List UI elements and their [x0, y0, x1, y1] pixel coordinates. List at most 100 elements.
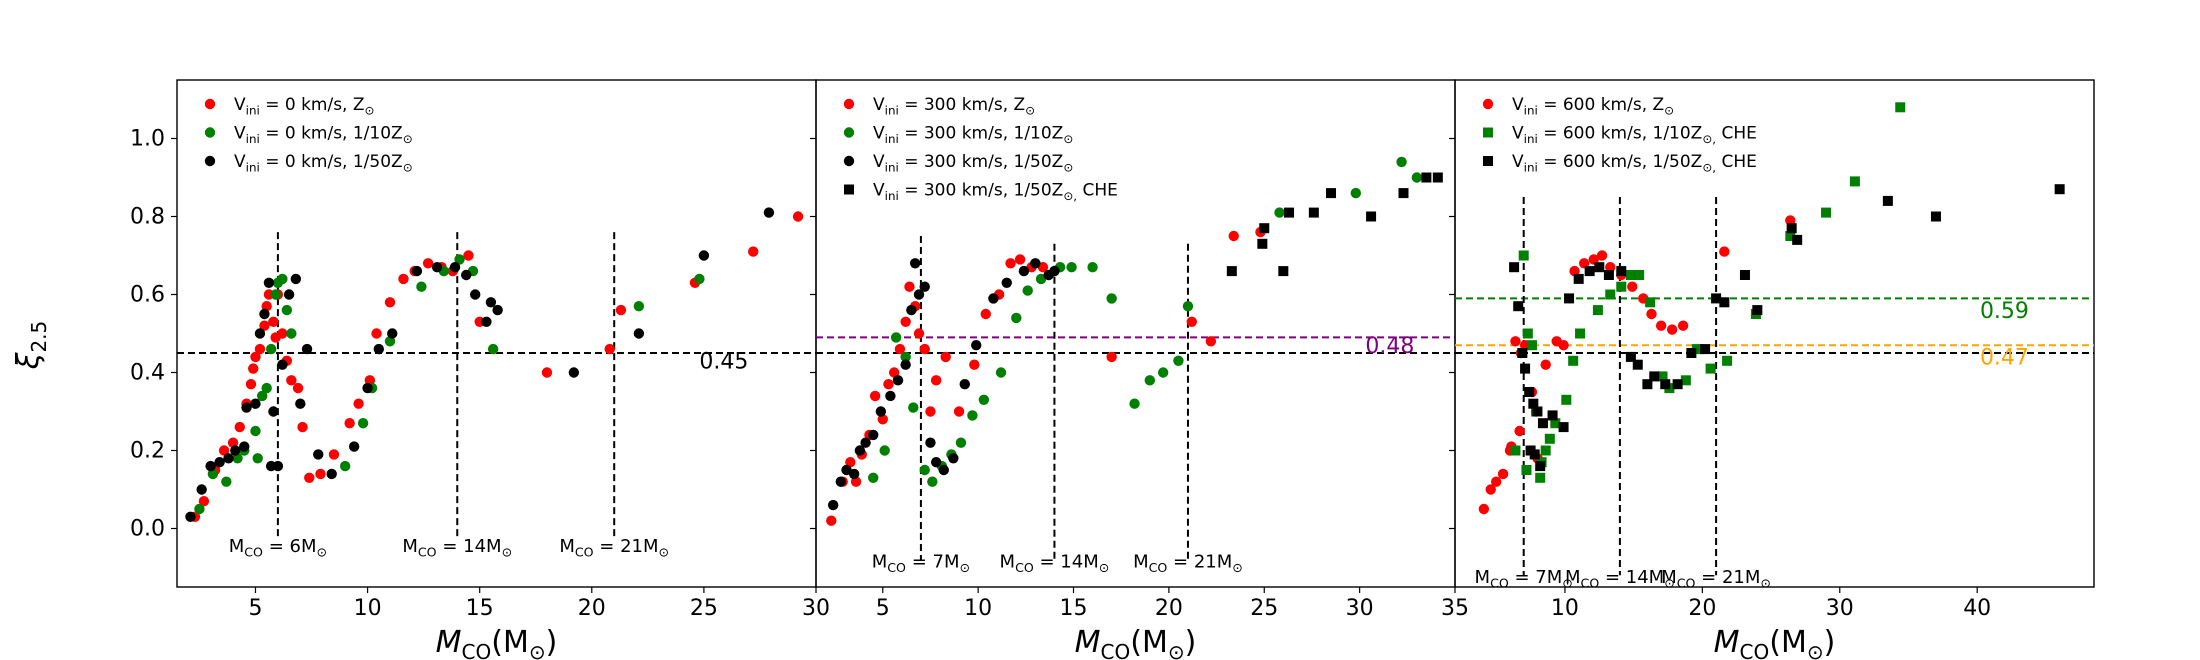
data-point	[398, 273, 409, 285]
data-point	[449, 262, 461, 273]
data-point	[889, 367, 900, 378]
series-2	[194, 254, 705, 515]
data-point	[1821, 207, 1832, 218]
data-point	[492, 304, 503, 316]
y-tick-label: 0.4	[130, 361, 165, 386]
data-point	[265, 343, 277, 355]
data-point	[234, 421, 245, 433]
data-point	[1660, 379, 1671, 390]
data-point	[252, 453, 263, 464]
data-point	[1666, 324, 1678, 335]
data-point	[1544, 433, 1555, 444]
legend-marker	[843, 127, 855, 138]
data-point	[223, 453, 234, 464]
data-point	[1632, 359, 1643, 370]
data-point	[230, 445, 241, 456]
data-point	[254, 328, 266, 339]
data-point	[384, 336, 396, 347]
mass-cut-label: MCO​ = 6M⊙​	[229, 536, 327, 560]
data-point	[835, 476, 846, 487]
legend-marker	[204, 155, 216, 167]
data-point	[481, 316, 492, 327]
data-point	[268, 406, 279, 417]
data-point	[879, 445, 890, 456]
data-point	[272, 460, 284, 472]
data-point	[909, 258, 921, 269]
data-point	[906, 304, 917, 316]
y-axis-label-symbol: ξ	[11, 352, 46, 370]
data-point	[1524, 387, 1535, 397]
data-point	[1274, 207, 1285, 218]
data-point	[1719, 246, 1730, 257]
data-point	[470, 289, 481, 300]
data-point	[1573, 273, 1584, 284]
data-point	[1144, 375, 1156, 386]
y-axis-label-subscript: 2.5	[27, 321, 51, 353]
data-point	[422, 258, 434, 269]
data-point	[292, 382, 304, 394]
data-point	[1478, 503, 1490, 515]
data-point	[1786, 223, 1797, 234]
data-point	[1228, 230, 1239, 242]
legend-marker	[843, 155, 855, 167]
data-point	[1278, 266, 1289, 277]
mass-cut-label: MCO​ = 7M⊙​	[1475, 567, 1573, 591]
data-point	[431, 262, 443, 273]
data-point	[1411, 172, 1423, 183]
data-point	[1049, 265, 1060, 277]
data-point	[1700, 344, 1711, 355]
data-point	[344, 418, 355, 429]
data-point	[461, 269, 472, 281]
data-point	[250, 425, 261, 437]
y-tick-label: 1.0	[130, 127, 165, 152]
data-point	[1011, 312, 1022, 324]
x-tick-label: 25	[690, 596, 718, 621]
data-point	[2054, 184, 2065, 195]
mass-cut-label: MCO​ = 21M⊙​	[559, 536, 669, 560]
data-point	[1558, 340, 1569, 351]
data-point	[339, 460, 351, 472]
data-point	[270, 289, 281, 300]
data-point	[1558, 422, 1569, 433]
data-point	[227, 437, 239, 448]
data-point	[868, 472, 879, 483]
data-point	[1739, 270, 1750, 280]
data-point	[940, 351, 951, 363]
data-point	[1326, 188, 1337, 199]
threshold-label: 0.45	[699, 350, 748, 375]
data-point	[290, 273, 302, 285]
data-point	[277, 359, 288, 370]
data-point	[326, 468, 337, 480]
data-point	[845, 457, 856, 468]
data-point	[384, 297, 396, 308]
x-tick-label: 30	[1346, 596, 1374, 621]
data-point	[971, 340, 982, 351]
data-point	[1485, 484, 1496, 495]
data-point	[328, 449, 340, 460]
data-point	[763, 207, 775, 218]
mass-cut-label: MCO​ = 14M⊙​	[402, 536, 512, 560]
legend-label: Vini​ = 600 km/s, 1/10Z⊙,​ CHE	[1512, 124, 1757, 146]
data-point	[261, 301, 272, 312]
data-point	[568, 367, 580, 378]
y-tick-label: 0.8	[130, 205, 165, 230]
data-point	[248, 363, 259, 374]
data-point	[196, 484, 207, 495]
mass-cut-label: MCO​ = 21M⊙​	[1661, 567, 1771, 591]
data-point	[250, 398, 261, 409]
data-point	[301, 343, 313, 355]
data-point	[1308, 207, 1319, 218]
data-point	[925, 437, 936, 448]
data-point	[1157, 367, 1169, 378]
data-point	[883, 379, 894, 390]
data-point	[1014, 254, 1026, 265]
data-point	[925, 406, 936, 417]
data-point	[416, 281, 427, 292]
data-point	[1540, 445, 1551, 456]
data-point	[869, 390, 881, 402]
data-point	[1672, 379, 1683, 390]
series-3	[827, 258, 1060, 511]
data-point	[978, 394, 990, 405]
data-point	[1366, 211, 1377, 222]
data-point	[297, 421, 308, 433]
